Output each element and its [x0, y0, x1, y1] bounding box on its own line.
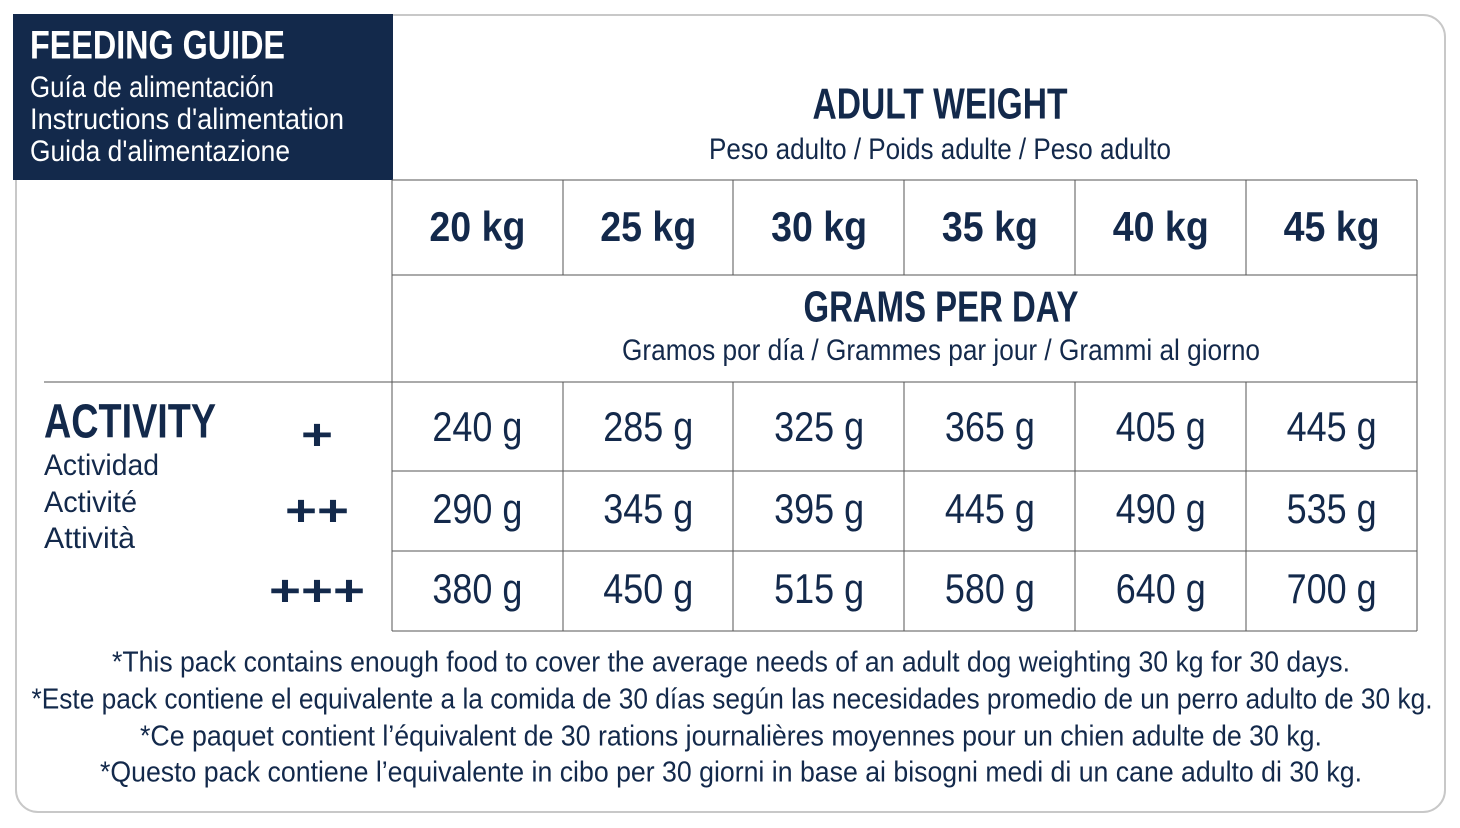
weight-title: ADULT WEIGHT: [813, 80, 1068, 129]
header-subtitle: Guía de alimentación: [30, 71, 274, 104]
header-title: FEEDING GUIDE: [30, 24, 285, 68]
header-subtitle: Guida d'alimentazione: [30, 135, 290, 168]
weight-cell: 20 kg: [429, 203, 525, 250]
grams-cell: 285 g: [603, 403, 693, 450]
weight-cell: 30 kg: [771, 203, 867, 250]
activity-level: ++: [285, 487, 349, 536]
activity-title: ACTIVITY: [44, 396, 216, 449]
weight-cell: 45 kg: [1284, 203, 1380, 250]
grams-cell: 640 g: [1116, 565, 1206, 612]
amount-subtitle: Gramos por día / Grammes par jour / Gram…: [622, 334, 1260, 367]
grams-cell: 490 g: [1116, 485, 1206, 532]
grams-cell: 345 g: [603, 485, 693, 532]
activity-level: +: [301, 411, 333, 460]
frame: [15, 14, 1446, 813]
grams-cell: 700 g: [1287, 565, 1377, 612]
grams-cell: 365 g: [945, 403, 1035, 450]
note: *This pack contains enough food to cover…: [112, 647, 1350, 679]
note: *Questo pack contiene l’equivalente in c…: [100, 757, 1362, 789]
activity-translation: Activité: [44, 486, 137, 519]
grams-cell: 240 g: [432, 403, 522, 450]
weight-cell: 40 kg: [1113, 203, 1209, 250]
weight-cell: 35 kg: [942, 203, 1038, 250]
grams-cell: 450 g: [603, 565, 693, 612]
grams-cell: 515 g: [774, 565, 864, 612]
grams-cell: 405 g: [1116, 403, 1206, 450]
grams-cell: 445 g: [1287, 403, 1377, 450]
grams-cell: 445 g: [945, 485, 1035, 532]
grams-cell: 380 g: [432, 565, 522, 612]
amount-title: GRAMS PER DAY: [804, 283, 1079, 332]
activity-level: +++: [269, 567, 365, 616]
header-subtitle: Instructions d'alimentation: [30, 103, 344, 136]
weight-subtitle: Peso adulto / Poids adulte / Peso adulto: [709, 133, 1171, 166]
header-box: [13, 14, 393, 180]
grams-cell: 290 g: [432, 485, 522, 532]
table-grid: [44, 179, 1418, 632]
grams-cell: 535 g: [1287, 485, 1377, 532]
weight-cell: 25 kg: [600, 203, 696, 250]
note: *Este pack contiene el equivalente a la …: [32, 684, 1433, 716]
grams-cell: 395 g: [774, 485, 864, 532]
activity-translation: Attività: [44, 522, 135, 555]
grams-cell: 325 g: [774, 403, 864, 450]
grams-cell: 580 g: [945, 565, 1035, 612]
activity-translation: Actividad: [44, 449, 159, 482]
note: *Ce paquet contient l’équivalent de 30 r…: [140, 721, 1322, 753]
